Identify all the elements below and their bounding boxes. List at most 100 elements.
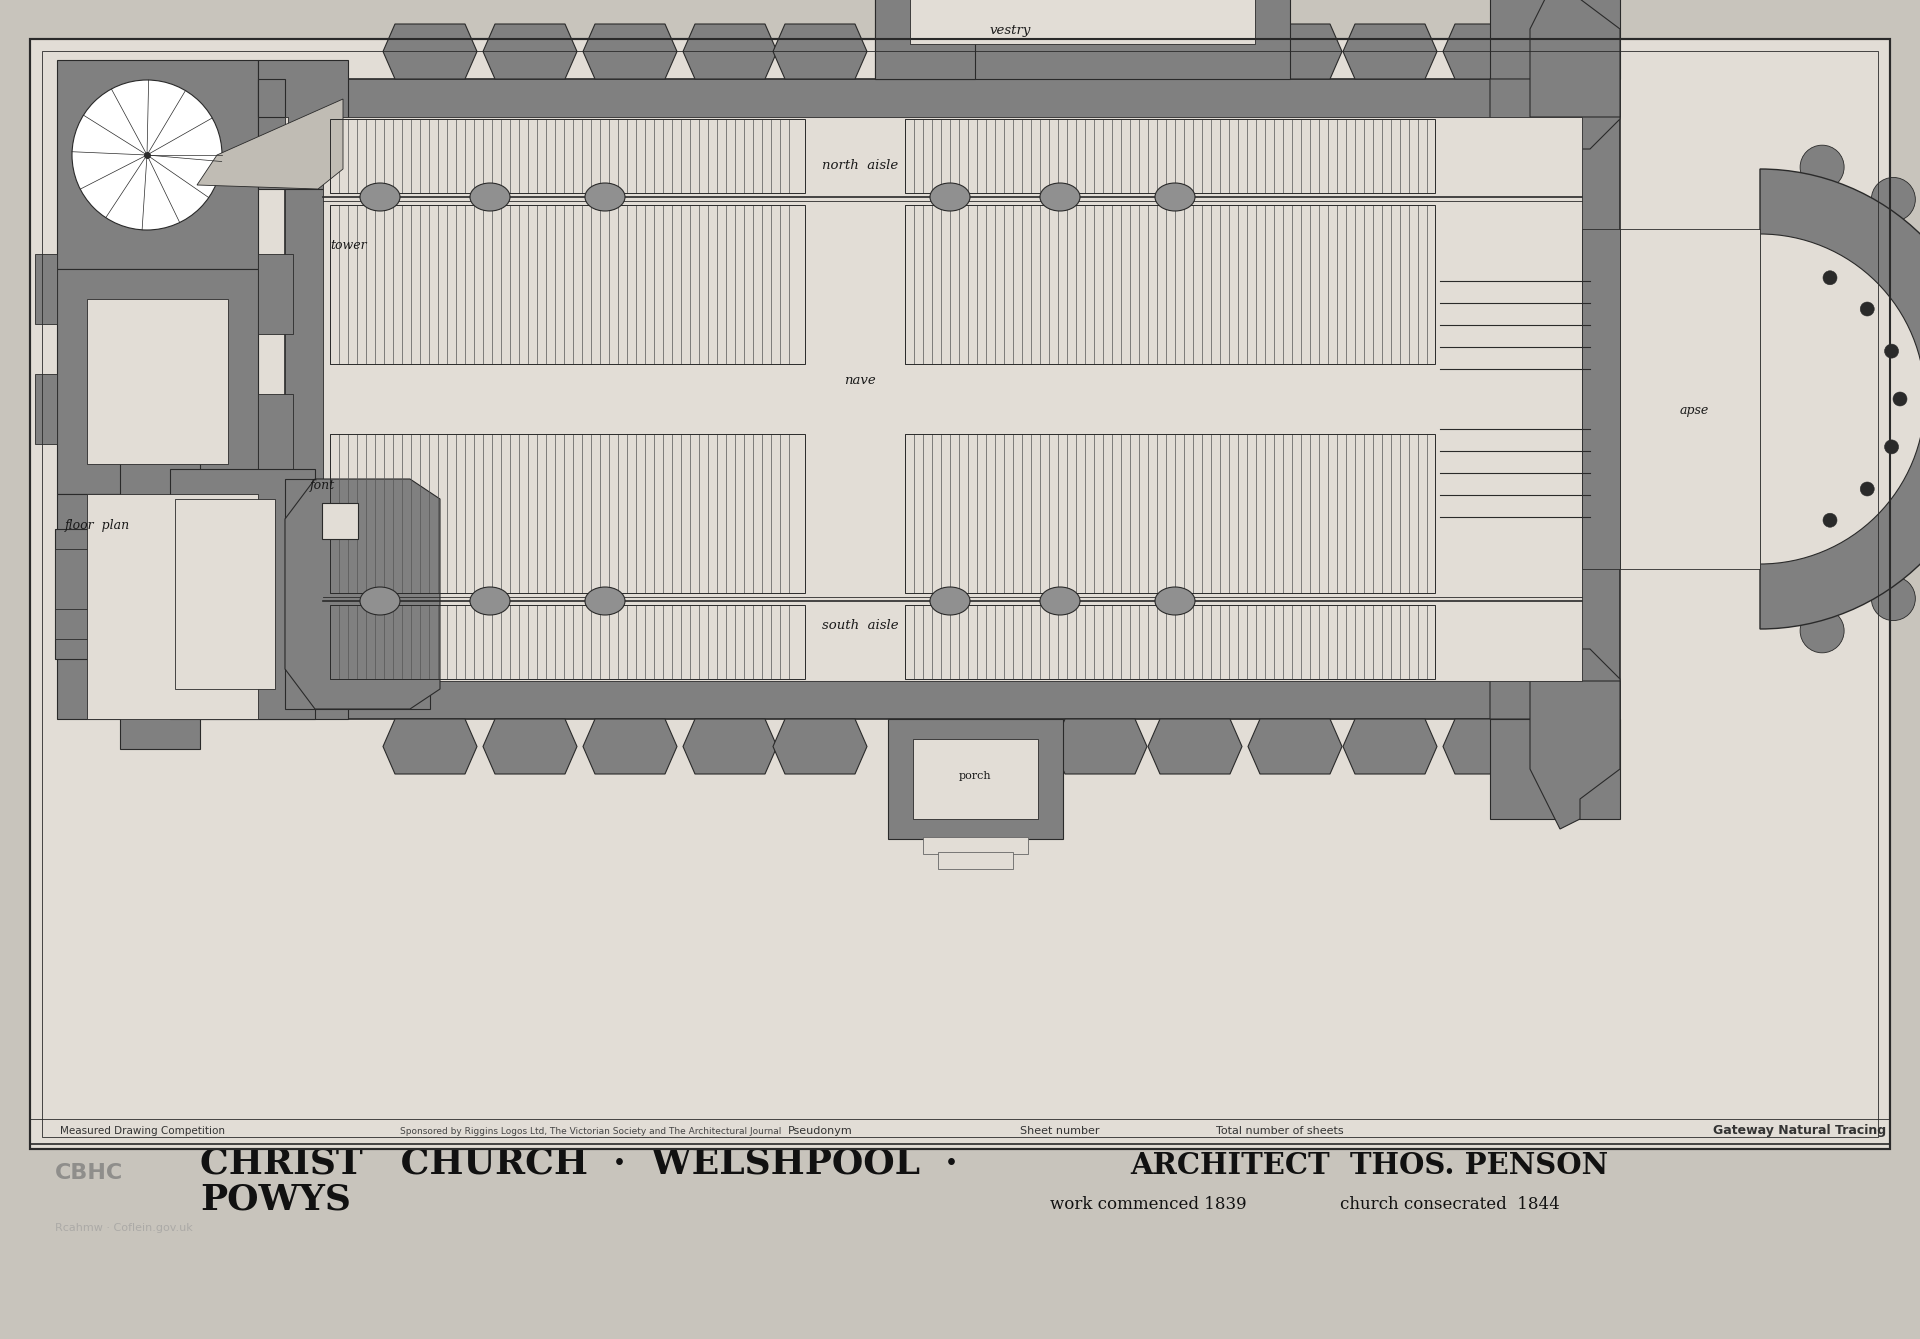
Bar bbox=[257, 60, 348, 189]
Bar bbox=[330, 205, 804, 364]
Circle shape bbox=[1872, 577, 1916, 620]
Polygon shape bbox=[484, 719, 578, 774]
Bar bbox=[257, 79, 284, 116]
Ellipse shape bbox=[361, 183, 399, 212]
Polygon shape bbox=[1342, 24, 1436, 79]
Bar bbox=[939, 852, 1014, 869]
Circle shape bbox=[1822, 270, 1837, 285]
Text: Gateway Natural Tracing: Gateway Natural Tracing bbox=[1713, 1123, 1887, 1137]
Text: POWYS: POWYS bbox=[200, 1182, 351, 1216]
Circle shape bbox=[1801, 609, 1843, 653]
Bar bbox=[1490, 0, 1620, 79]
Text: Sponsored by Riggins Logos Ltd, The Victorian Society and The Architectural Jour: Sponsored by Riggins Logos Ltd, The Vict… bbox=[399, 1127, 781, 1135]
Circle shape bbox=[1872, 178, 1916, 221]
Circle shape bbox=[1822, 513, 1837, 528]
Bar bbox=[35, 374, 58, 445]
Bar bbox=[914, 739, 1039, 819]
Polygon shape bbox=[382, 719, 476, 774]
Bar bbox=[42, 51, 1878, 1137]
Text: work commenced 1839: work commenced 1839 bbox=[1050, 1196, 1246, 1213]
Polygon shape bbox=[1148, 24, 1242, 79]
Text: font: font bbox=[309, 479, 336, 491]
Bar bbox=[330, 434, 804, 593]
Bar bbox=[56, 529, 315, 659]
Bar bbox=[904, 119, 1434, 193]
Bar bbox=[904, 205, 1434, 364]
Ellipse shape bbox=[1041, 183, 1079, 212]
Bar bbox=[323, 503, 357, 540]
Ellipse shape bbox=[929, 183, 970, 212]
Circle shape bbox=[1893, 392, 1907, 406]
Bar bbox=[330, 605, 804, 679]
Bar bbox=[1582, 229, 1620, 569]
Bar bbox=[876, 0, 975, 79]
Polygon shape bbox=[484, 24, 578, 79]
Text: apse: apse bbox=[1680, 404, 1709, 416]
Text: Measured Drawing Competition: Measured Drawing Competition bbox=[60, 1126, 225, 1135]
Bar bbox=[175, 499, 275, 690]
Text: CBHC: CBHC bbox=[56, 1164, 123, 1182]
Circle shape bbox=[1801, 145, 1843, 189]
Bar bbox=[323, 116, 1582, 682]
Bar bbox=[35, 254, 58, 324]
Wedge shape bbox=[1761, 169, 1920, 629]
Text: south  aisle: south aisle bbox=[822, 619, 899, 632]
Polygon shape bbox=[684, 24, 778, 79]
Text: ARCHITECT  THOS. PENSON: ARCHITECT THOS. PENSON bbox=[1131, 1152, 1609, 1180]
Polygon shape bbox=[1148, 719, 1242, 774]
Ellipse shape bbox=[929, 586, 970, 615]
Bar bbox=[56, 549, 134, 609]
Polygon shape bbox=[774, 24, 868, 79]
Bar bbox=[257, 254, 294, 333]
Polygon shape bbox=[1052, 719, 1146, 774]
Text: Sheet number: Sheet number bbox=[1020, 1126, 1100, 1135]
Bar bbox=[119, 439, 200, 749]
Bar bbox=[171, 469, 315, 719]
Circle shape bbox=[73, 80, 223, 230]
Ellipse shape bbox=[1156, 586, 1194, 615]
Polygon shape bbox=[1248, 719, 1342, 774]
Text: Rcahmw · Coflein.gov.uk: Rcahmw · Coflein.gov.uk bbox=[56, 1223, 192, 1233]
Polygon shape bbox=[1342, 719, 1436, 774]
Polygon shape bbox=[1490, 79, 1620, 149]
Circle shape bbox=[1885, 344, 1899, 358]
Ellipse shape bbox=[586, 586, 626, 615]
Polygon shape bbox=[584, 24, 678, 79]
Ellipse shape bbox=[586, 183, 626, 212]
Circle shape bbox=[1860, 482, 1874, 495]
Bar bbox=[904, 434, 1434, 593]
Text: CHRIST   CHURCH  ·  WELSHPOOL  ·: CHRIST CHURCH · WELSHPOOL · bbox=[200, 1148, 958, 1181]
Polygon shape bbox=[584, 719, 678, 774]
Wedge shape bbox=[1761, 234, 1920, 564]
Text: porch: porch bbox=[958, 771, 991, 781]
Ellipse shape bbox=[361, 586, 399, 615]
Text: floor  plan: floor plan bbox=[65, 520, 131, 532]
Text: vestry: vestry bbox=[989, 24, 1031, 37]
Ellipse shape bbox=[470, 586, 511, 615]
Bar bbox=[1490, 719, 1620, 819]
Bar bbox=[31, 39, 1889, 1149]
Ellipse shape bbox=[470, 183, 511, 212]
Ellipse shape bbox=[1041, 586, 1079, 615]
Bar bbox=[58, 60, 257, 269]
Bar bbox=[1620, 229, 1761, 569]
Bar bbox=[924, 837, 1027, 854]
Bar bbox=[330, 119, 804, 193]
Bar bbox=[284, 479, 430, 708]
Bar bbox=[86, 299, 228, 465]
Bar bbox=[284, 79, 1620, 719]
Bar bbox=[257, 394, 294, 474]
Text: Pseudonym: Pseudonym bbox=[787, 1126, 852, 1135]
Polygon shape bbox=[774, 719, 868, 774]
Polygon shape bbox=[1490, 649, 1620, 719]
Polygon shape bbox=[684, 719, 778, 774]
Bar bbox=[904, 605, 1434, 679]
Polygon shape bbox=[198, 99, 344, 189]
Polygon shape bbox=[382, 24, 476, 79]
Polygon shape bbox=[284, 479, 440, 708]
Polygon shape bbox=[1444, 719, 1538, 774]
Bar bbox=[56, 578, 134, 639]
Polygon shape bbox=[1248, 24, 1342, 79]
Bar bbox=[284, 116, 288, 167]
Polygon shape bbox=[1530, 682, 1620, 829]
